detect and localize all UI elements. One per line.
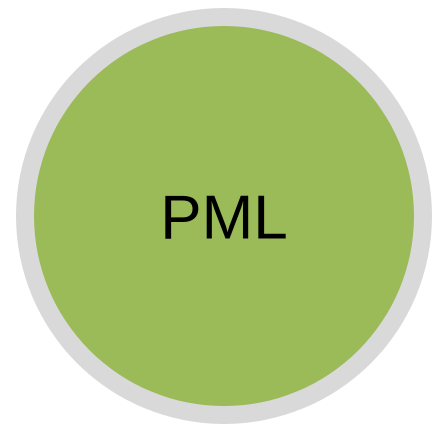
- badge-circle: [34, 26, 414, 406]
- badge-label: PML: [160, 183, 287, 252]
